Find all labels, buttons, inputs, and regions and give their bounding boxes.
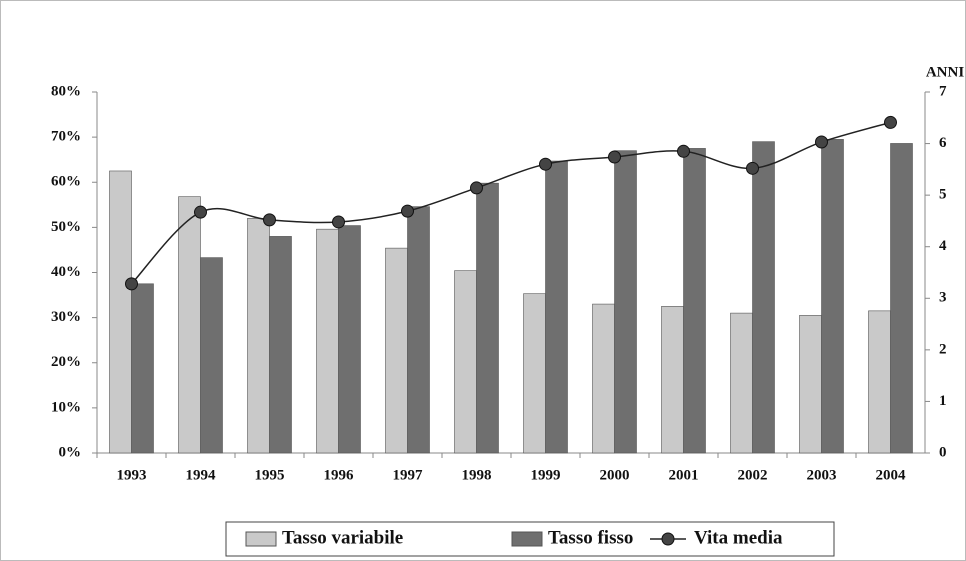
line-marker xyxy=(608,150,621,164)
bar xyxy=(868,310,891,454)
x-tick-label: 1997 xyxy=(393,467,424,483)
bar xyxy=(385,247,408,454)
bar xyxy=(683,148,706,454)
y2-tick-label: 1 xyxy=(939,393,947,409)
x-tick-label: 2004 xyxy=(876,467,907,483)
line-marker xyxy=(401,204,414,218)
legend: Tasso variabile Tasso fisso Vita media xyxy=(225,521,835,557)
x-tick-label: 2003 xyxy=(807,467,837,483)
bar xyxy=(730,312,753,454)
y2-tick-label: 7 xyxy=(939,83,947,99)
bar xyxy=(109,170,132,454)
legend-label: Tasso variabile xyxy=(282,527,403,548)
bar xyxy=(131,283,154,454)
x-tick-label: 1999 xyxy=(531,467,561,483)
x-tick-label: 1995 xyxy=(255,467,285,483)
x-tick-label: 2000 xyxy=(600,467,630,483)
y2-tick-label: 3 xyxy=(939,290,947,306)
bar xyxy=(752,141,775,454)
y2-axis-label: ANNI xyxy=(926,64,964,80)
y-tick-label: 70% xyxy=(51,129,81,145)
bar xyxy=(545,160,568,454)
x-tick-label: 2001 xyxy=(669,467,699,483)
bar xyxy=(614,150,637,454)
x-tick-label: 1994 xyxy=(186,467,217,483)
line-marker xyxy=(746,161,759,175)
legend-swatch xyxy=(245,531,277,547)
x-tick-label: 1998 xyxy=(462,467,492,483)
bar xyxy=(316,228,339,454)
legend-swatch xyxy=(661,532,675,546)
y-tick-label: 0% xyxy=(59,444,82,460)
x-tick-label: 2002 xyxy=(738,467,768,483)
bar xyxy=(200,257,223,454)
bar xyxy=(523,293,546,454)
line-marker xyxy=(332,215,345,229)
line-marker xyxy=(884,115,897,129)
y-tick-label: 80% xyxy=(51,83,81,99)
bar xyxy=(338,225,361,454)
bar xyxy=(890,143,913,454)
line-marker xyxy=(194,205,207,219)
legend-label: Tasso fisso xyxy=(548,527,633,548)
y2-tick-label: 0 xyxy=(939,444,947,460)
line-marker xyxy=(677,144,690,158)
y2-tick-label: 4 xyxy=(939,238,947,254)
y-tick-label: 50% xyxy=(51,219,81,235)
line-marker xyxy=(470,181,483,195)
line-marker xyxy=(263,213,276,227)
bar xyxy=(247,218,270,454)
bar xyxy=(661,306,684,454)
y2-tick-label: 6 xyxy=(939,135,947,151)
bar xyxy=(592,303,615,454)
line-marker xyxy=(815,135,828,149)
bar xyxy=(269,236,292,454)
line-marker xyxy=(125,277,138,291)
bar xyxy=(821,139,844,454)
y-tick-label: 40% xyxy=(51,264,81,280)
y-tick-label: 10% xyxy=(51,399,81,415)
legend-label: Vita media xyxy=(694,527,783,548)
y2-tick-label: 5 xyxy=(939,187,947,203)
x-tick-label: 1996 xyxy=(324,467,355,483)
y-tick-label: 30% xyxy=(51,309,81,325)
bar xyxy=(407,206,430,454)
bar xyxy=(178,196,201,454)
bar xyxy=(454,270,477,454)
y-tick-label: 20% xyxy=(51,354,81,370)
x-tick-label: 1993 xyxy=(117,467,147,483)
bar xyxy=(799,315,822,454)
bar xyxy=(476,182,499,454)
y2-tick-label: 2 xyxy=(939,341,947,357)
legend-swatch xyxy=(511,531,543,547)
y-tick-label: 60% xyxy=(51,174,81,190)
line-marker xyxy=(539,157,552,171)
